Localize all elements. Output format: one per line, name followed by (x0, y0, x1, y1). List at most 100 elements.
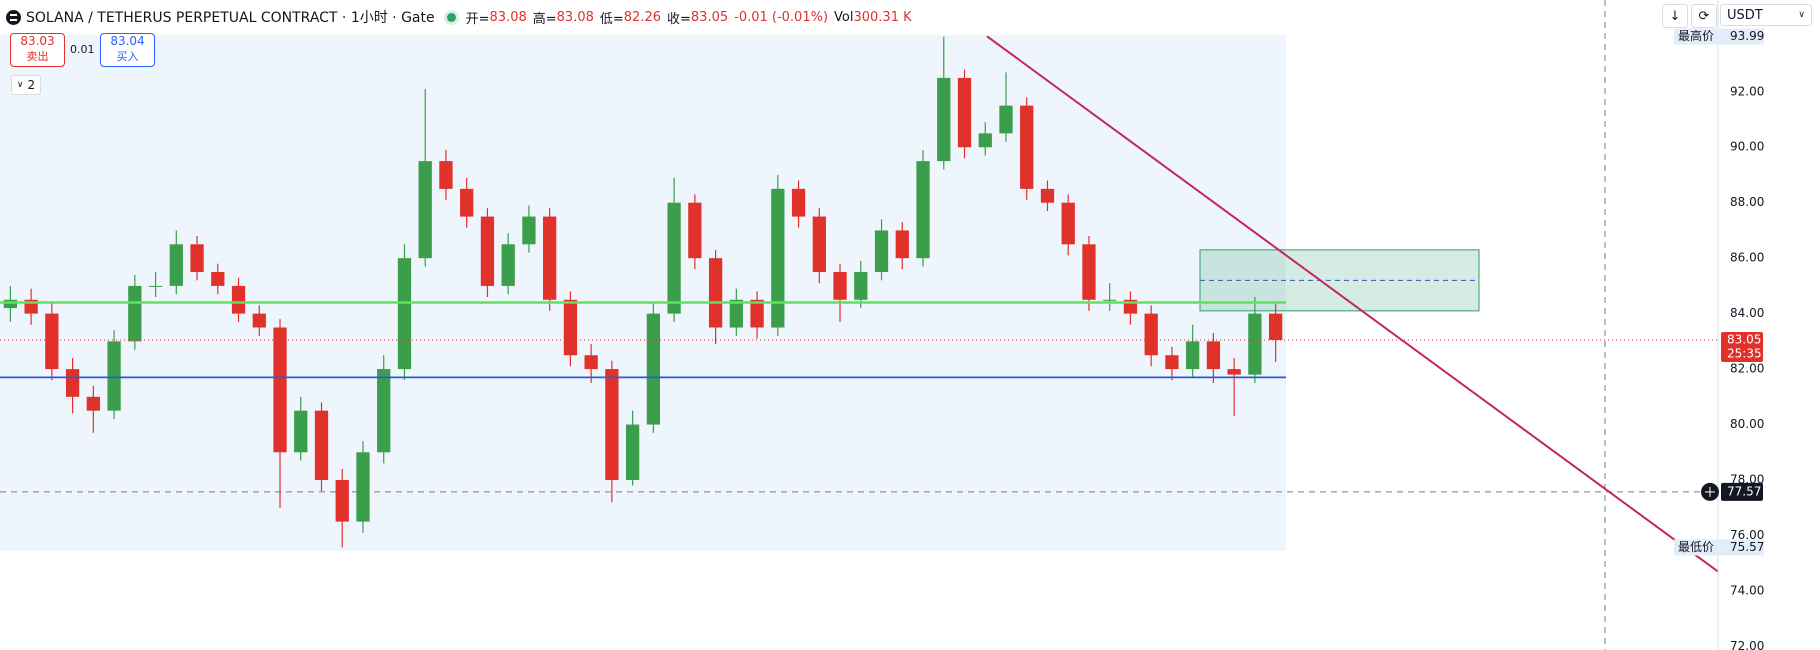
candle-body (916, 161, 930, 259)
candle-body (294, 410, 308, 453)
candle-body (418, 161, 432, 259)
high-marker-label: 最高价 (1678, 28, 1714, 43)
candle-body (273, 327, 287, 453)
candle-body (86, 396, 100, 411)
sell-price: 83.03 (20, 34, 55, 48)
buy-price: 83.04 (110, 34, 145, 48)
candle-body (460, 188, 474, 217)
y-tick-label: 76.00 (1730, 528, 1764, 542)
low-marker-bg (1674, 539, 1764, 556)
ohlc-value: 82.26 (623, 9, 661, 25)
y-tick-label: 92.00 (1730, 84, 1764, 98)
candle-body (107, 341, 121, 411)
candle-body (937, 77, 951, 162)
candle-body (128, 285, 142, 342)
candle-body (750, 299, 764, 328)
y-tick-label: 88.00 (1730, 195, 1764, 209)
y-tick-label: 74.00 (1730, 583, 1764, 597)
ohlc-value: 83.05 (690, 9, 729, 25)
ohlc-label: 高= (532, 11, 557, 27)
candle-body (708, 258, 723, 328)
candle-body (377, 369, 391, 453)
trend-line (986, 35, 1719, 573)
download-button[interactable]: ↓ (1662, 4, 1688, 28)
candle-body (1020, 105, 1034, 189)
volume-value: 300.31 K (853, 9, 912, 25)
candle-body (1103, 299, 1117, 301)
candle-body (833, 272, 847, 300)
y-tick-label: 86.00 (1730, 251, 1764, 265)
last-price-value: 83.05 (1727, 332, 1761, 346)
candle-body (1186, 341, 1200, 370)
spread: 0.01 (70, 43, 95, 56)
candle-body (999, 105, 1013, 134)
last-price-tag (1721, 331, 1763, 362)
crosshair-tag (1721, 482, 1763, 501)
candle-body (667, 202, 681, 314)
candle-body (688, 202, 702, 259)
candle-body (397, 258, 412, 370)
candle-body (1248, 313, 1262, 375)
buy-button[interactable]: 83.04 买入 (100, 33, 155, 67)
candle-body (356, 452, 370, 522)
candle-body (1144, 313, 1158, 356)
candle-body (522, 216, 536, 245)
sell-label: 卖出 (26, 50, 49, 63)
ohlc-label: 低= (599, 11, 624, 27)
low-marker-label: 最低价 (1678, 540, 1714, 554)
header: SOLANA / TETHERUS PERPETUAL CONTRACT · 1… (6, 6, 912, 28)
symbol-logo (6, 9, 21, 25)
candle-body (211, 272, 225, 286)
ohlc-label: 收= (667, 11, 691, 27)
y-tick-label: 84.00 (1730, 306, 1764, 320)
ohlc-value: 83.08 (489, 9, 527, 25)
candle-body (854, 272, 868, 300)
candle-body (874, 230, 889, 273)
symbol-title[interactable]: SOLANA / TETHERUS PERPETUAL CONTRACT · 1… (26, 10, 435, 26)
range-highlight (0, 35, 1286, 551)
crosshair-value: 77.57 (1727, 484, 1761, 498)
candle-body (3, 299, 18, 309)
currency-select[interactable]: USDT ∨ (1720, 4, 1812, 26)
candle-body (1268, 313, 1283, 340)
candle-body (543, 216, 557, 300)
candle-body (1040, 188, 1055, 203)
volume-label: Vol (834, 9, 854, 25)
candle-body (439, 161, 453, 189)
y-tick-label: 90.00 (1730, 140, 1764, 154)
ohlc-label: 开= (465, 11, 490, 27)
candle-body (978, 133, 992, 148)
candle-body (231, 285, 246, 314)
candle-body (148, 285, 163, 287)
candle-body (895, 230, 909, 259)
candle-body (625, 424, 640, 481)
status-dot (446, 12, 456, 22)
candle-body (252, 313, 266, 328)
candle-body (65, 369, 80, 397)
candle-body (45, 313, 59, 370)
high-marker-value: 93.99 (1730, 29, 1764, 43)
y-tick-label: 72.00 (1730, 639, 1764, 650)
indicators-toggle[interactable]: ∨ 2 (11, 75, 41, 95)
candle-body (563, 299, 578, 356)
candle-body (1227, 369, 1241, 375)
candle-body (605, 369, 619, 481)
candle-body (1165, 355, 1179, 370)
candle-body (314, 410, 329, 481)
high-marker-bg (1674, 28, 1764, 45)
candle-body (584, 355, 598, 370)
candle-body (190, 244, 204, 273)
candle-body (480, 216, 495, 286)
change: -0.01 (-0.01%) (734, 9, 829, 25)
candle-body (169, 244, 183, 286)
sell-button[interactable]: 83.03 卖出 (10, 33, 65, 67)
candle-body (957, 77, 972, 148)
candle-body (1206, 341, 1221, 370)
y-tick-label: 80.00 (1730, 417, 1764, 431)
refresh-button[interactable]: ⟳ (1691, 4, 1717, 28)
buy-label: 买入 (116, 50, 139, 63)
low-marker-value: 75.57 (1730, 540, 1764, 554)
candle-body (646, 313, 661, 425)
